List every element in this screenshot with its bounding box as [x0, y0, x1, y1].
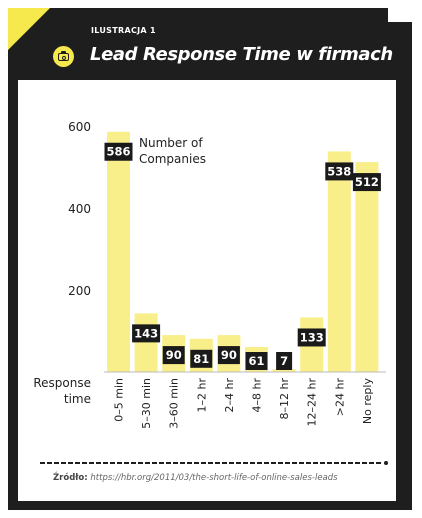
data-label: 538 — [327, 164, 351, 178]
corner-accent — [8, 8, 50, 50]
data-label-box — [217, 346, 240, 365]
y-tick-label: 400 — [68, 202, 91, 216]
data-label: 586 — [106, 145, 130, 159]
data-label-box — [132, 324, 161, 343]
source-note: Źródło: https://hbr.org/2011/03/the-shor… — [53, 473, 338, 483]
chart-title: Lead Response Time w firmach — [90, 44, 393, 65]
source-url[interactable]: https://hbr.org/2011/03/the-short-life-o… — [90, 473, 338, 483]
bar — [272, 369, 296, 372]
data-label-box — [104, 142, 133, 161]
series-annotation-line2: Companies — [139, 152, 206, 166]
x-tick-label: >24 hr — [333, 378, 346, 417]
data-label-box — [245, 352, 268, 370]
x-axis-label-line2: time — [64, 392, 91, 406]
bar — [355, 162, 379, 372]
series-annotation-line1: Number of — [139, 136, 203, 150]
x-tick-label: 2–4 hr — [223, 378, 236, 413]
data-label: 133 — [300, 330, 324, 344]
x-tick-label: 12–24 hr — [306, 378, 319, 427]
x-tick-label: 8–12 hr — [278, 378, 291, 420]
data-label: 143 — [134, 326, 158, 340]
data-label-box — [162, 346, 185, 365]
separator-dot — [384, 461, 388, 465]
bar — [327, 151, 351, 372]
data-label-box — [325, 162, 354, 181]
data-label: 7 — [280, 354, 288, 368]
figure-label: ILUSTRACJA 1 — [91, 26, 156, 35]
y-tick-label: 200 — [68, 284, 91, 298]
y-tick-label: 600 — [68, 120, 91, 134]
x-tick-label: 4–8 hr — [251, 378, 264, 413]
data-label-box — [297, 328, 326, 347]
data-label: 512 — [355, 175, 379, 189]
x-tick-label: 1–2 hr — [195, 378, 208, 413]
x-tick-label: No reply — [361, 378, 374, 425]
x-tick-label: 5–30 min — [140, 378, 153, 429]
bar — [107, 131, 130, 372]
data-label-box — [352, 173, 381, 192]
x-tick-label: 0–5 min — [113, 378, 126, 422]
data-label: 81 — [193, 352, 209, 366]
bar — [134, 313, 158, 372]
camera-icon — [53, 46, 74, 67]
x-axis-label-line1: Response — [33, 376, 91, 390]
data-label-box — [190, 349, 213, 368]
data-label-box — [276, 352, 293, 370]
data-label: 61 — [248, 354, 264, 368]
data-label: 90 — [166, 348, 182, 362]
source-label: Źródło: — [53, 473, 88, 483]
data-label: 90 — [221, 348, 237, 362]
x-tick-label: 3–60 min — [168, 378, 181, 429]
